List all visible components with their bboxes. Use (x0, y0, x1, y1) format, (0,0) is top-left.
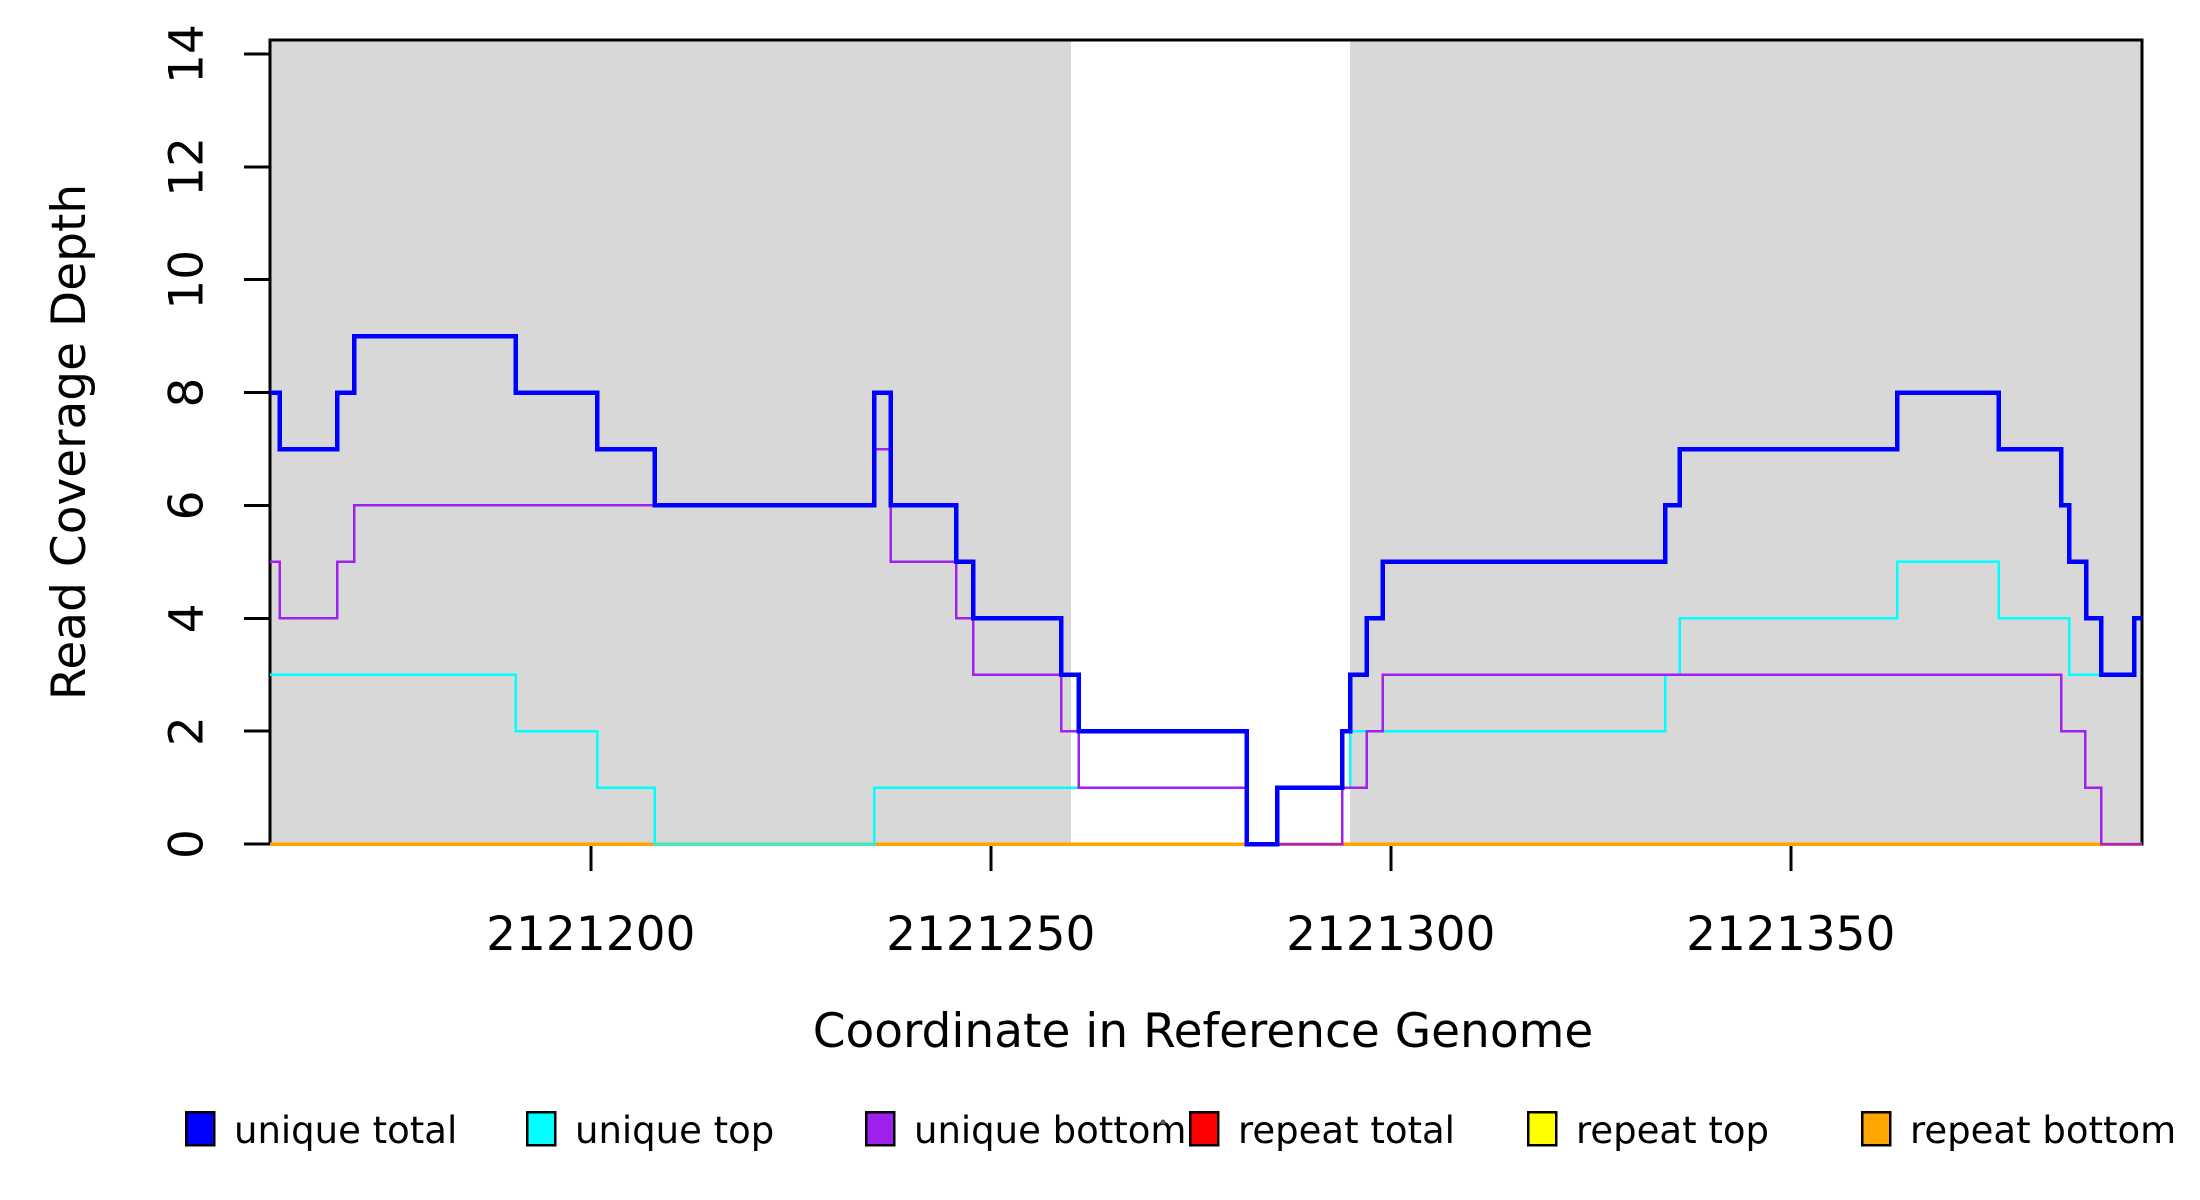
y-tick-label: 8 (159, 378, 214, 408)
legend-swatch-repeat-bottom (1860, 1110, 1892, 1147)
shaded-bands (270, 40, 2142, 844)
y-tick-label: 4 (159, 603, 214, 633)
legend-label: repeat total (1238, 1109, 1455, 1152)
legend-label: unique bottom (914, 1109, 1186, 1152)
y-tick-label: 12 (159, 137, 214, 197)
series-line-unique-top (270, 560, 2142, 846)
legend-item-unique-total: unique total (184, 1109, 457, 1152)
legend-item-unique-top: unique top (525, 1109, 774, 1152)
x-tick-label: 2121300 (1286, 907, 1495, 962)
x-tick-label: 2121350 (1686, 907, 1895, 962)
legend-swatch-unique-bottom (864, 1110, 896, 1147)
legend-item-repeat-total: repeat total (1188, 1109, 1455, 1152)
legend-swatch-unique-total (184, 1110, 216, 1147)
legend-item-repeat-bottom: repeat bottom (1860, 1109, 2176, 1152)
right-gray-band (1350, 40, 2142, 844)
legend: unique total unique top unique bottom repea… (184, 1109, 2176, 1152)
x-tick-label: 2121200 (486, 907, 695, 962)
y-tick-label: 14 (159, 24, 214, 84)
y-tick-label: 2 (159, 716, 214, 746)
legend-label: repeat top (1576, 1109, 1769, 1152)
series-line-unique-bottom (270, 447, 2142, 846)
x-tick-label: 2121250 (886, 907, 1095, 962)
y-axis-title: Read Coverage Depth (42, 184, 97, 700)
legend-swatch-repeat-total (1188, 1110, 1220, 1147)
legend-label: repeat bottom (1910, 1109, 2176, 1152)
series-line-unique-total (270, 333, 2142, 847)
stray-dot (1160, 1119, 1166, 1125)
x-axis-title: Coordinate in Reference Genome (813, 1004, 1594, 1059)
left-gray-band (270, 40, 1071, 844)
y-tick-label: 0 (159, 829, 214, 859)
legend-item-unique-bottom: unique bottom (864, 1109, 1186, 1152)
data-series (270, 333, 2142, 847)
legend-swatch-repeat-top (1526, 1110, 1558, 1147)
y-tick-label: 10 (159, 250, 214, 310)
legend-swatch-unique-top (525, 1110, 557, 1147)
legend-item-repeat-top: repeat top (1526, 1109, 1769, 1152)
legend-label: unique total (234, 1109, 457, 1152)
y-tick-label: 6 (159, 490, 214, 520)
legend-label: unique top (575, 1109, 774, 1152)
axes: 2121200 2121250 2121300 2121350 0 2 4 6 8 10 12 14 (159, 24, 1895, 962)
